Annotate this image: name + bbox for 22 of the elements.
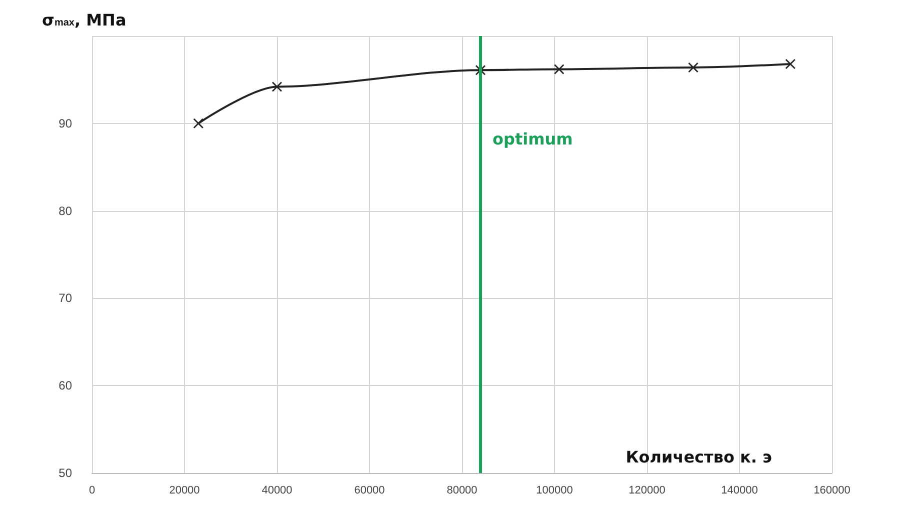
ref-line-label: optimum — [492, 130, 573, 148]
x-tick-label: 80000 — [446, 484, 478, 496]
x-tick-label: 20000 — [169, 484, 200, 496]
point — [554, 64, 564, 74]
point — [688, 62, 698, 72]
x-tick-label: 60000 — [354, 484, 385, 496]
y-tick-label: 50 — [58, 466, 72, 480]
x-tick-label: 120000 — [628, 484, 666, 496]
point — [272, 82, 282, 92]
y-tick-label: 80 — [58, 204, 72, 218]
x-axis-title: Количество к. э — [626, 448, 772, 466]
point — [193, 118, 204, 128]
y-tick-label: 70 — [58, 291, 72, 306]
x-tick-label: 0 — [88, 484, 96, 496]
x-tick-label: 100000 — [536, 484, 573, 496]
y-axis-title: σmax, МПа — [42, 10, 126, 30]
x-tick-label: 160000 — [814, 484, 850, 496]
y-tick-label: 60 — [58, 378, 72, 393]
x-tick-label: 40000 — [262, 484, 292, 496]
y-tick-label: 90 — [58, 116, 72, 130]
x-tick-label: 140000 — [721, 484, 758, 496]
point — [785, 58, 796, 69]
